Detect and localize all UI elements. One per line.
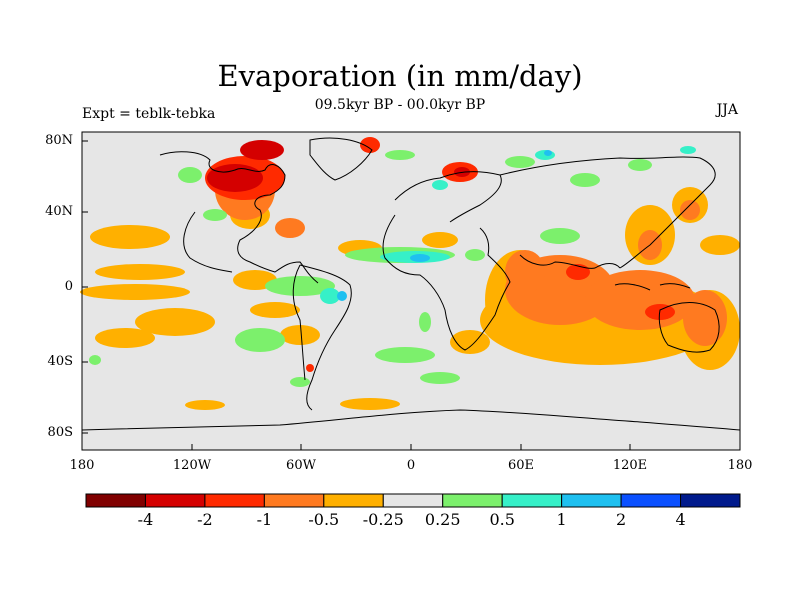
- colorbar-label: 2: [615, 510, 627, 529]
- colorbar-swatch: [204, 493, 265, 508]
- x-tick-label: 120E: [612, 458, 648, 473]
- y-tick-label: 0: [64, 279, 73, 294]
- coastlines: [81, 137, 741, 431]
- x-tick-label: 60W: [286, 458, 316, 473]
- colorbar-label: 1: [556, 510, 567, 529]
- x-tick-label: 0: [406, 458, 416, 473]
- colorbar-label: -4: [137, 510, 154, 529]
- x-tick-label: 120W: [172, 458, 212, 473]
- colorbar-label: -2: [197, 510, 213, 529]
- colorbar-label: -1: [256, 510, 273, 529]
- colorbar: [85, 493, 741, 508]
- colorbar-swatch: [442, 493, 503, 508]
- colorbar-swatch: [85, 493, 146, 508]
- plot-title: Evaporation (in mm/day): [217, 59, 583, 93]
- colorbar-label: -0.5: [308, 510, 340, 529]
- colorbar-label: -0.25: [362, 510, 404, 529]
- experiment-label: Expt = teblk-tebka: [82, 106, 216, 122]
- y-tick-label: 80N: [45, 133, 73, 148]
- y-tick-label: 40N: [45, 204, 73, 219]
- colorbar-swatch: [561, 493, 622, 508]
- colorbar-label: 0.25: [424, 510, 461, 529]
- colorbar-swatch: [144, 493, 206, 508]
- colorbar-swatch: [323, 493, 384, 508]
- x-tick-label: 180: [69, 458, 95, 473]
- anomaly-field: [80, 137, 740, 410]
- colorbar-label: 4: [675, 510, 686, 529]
- colorbar-swatch: [382, 493, 444, 508]
- colorbar-swatch: [263, 493, 325, 508]
- plot-subtitle: 09.5kyr BP - 00.0kyr BP: [314, 97, 486, 113]
- colorbar-swatch: [680, 493, 741, 508]
- x-tick-label: 180: [727, 458, 753, 473]
- y-tick-label: 40S: [47, 354, 73, 369]
- colorbar-swatch: [620, 493, 682, 508]
- colorbar-label: 0.5: [489, 510, 515, 529]
- x-tick-label: 60E: [507, 458, 535, 473]
- y-tick-label: 80S: [47, 425, 73, 440]
- tick-marks: [81, 140, 741, 450]
- colorbar-swatch: [501, 493, 563, 508]
- season-label: JJA: [716, 102, 738, 118]
